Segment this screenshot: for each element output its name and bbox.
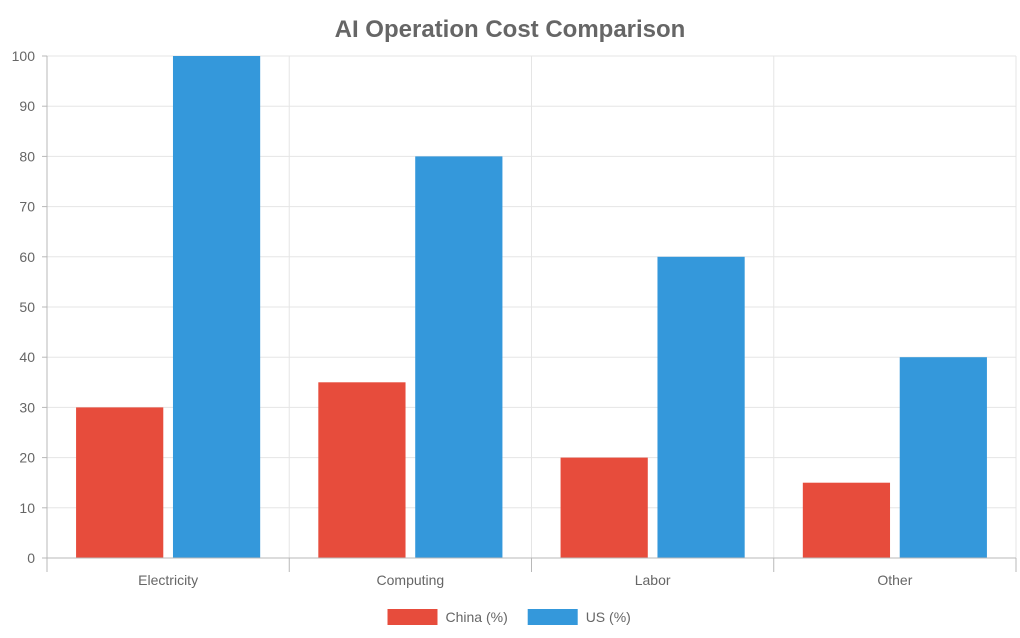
x-tick-label: Other — [877, 572, 912, 588]
y-tick-label: 80 — [19, 148, 35, 164]
bar-computing-series-1 — [415, 156, 503, 558]
x-tick-label: Labor — [635, 572, 671, 588]
y-tick-label: 10 — [19, 500, 35, 516]
y-tick-label: 40 — [19, 349, 35, 365]
legend-label: China (%) — [446, 609, 508, 625]
bars — [76, 56, 987, 558]
y-tick-label: 60 — [19, 249, 35, 265]
legend: China (%) US (%) — [387, 609, 631, 625]
bar-labor-series-0 — [560, 457, 648, 558]
y-tick-label: 20 — [19, 450, 35, 466]
y-tick-label: 70 — [19, 199, 35, 215]
y-tick-label: 0 — [27, 550, 35, 566]
x-tick-label: Electricity — [138, 572, 198, 588]
bar-other-series-0 — [802, 482, 891, 558]
y-tick-label: 50 — [19, 299, 35, 315]
y-tick-label: 90 — [19, 98, 35, 114]
y-tick-label: 30 — [19, 399, 35, 415]
legend-swatch-series-1 — [527, 609, 578, 625]
chart-title: AI Operation Cost Comparison — [335, 16, 686, 43]
x-tick-label: Computing — [377, 572, 445, 588]
bar-electricity-series-1 — [172, 56, 261, 558]
bar-computing-series-0 — [318, 382, 406, 558]
legend-label: US (%) — [586, 609, 631, 625]
bar-electricity-series-0 — [76, 407, 164, 558]
bar-labor-series-1 — [657, 256, 745, 558]
y-tick-label: 100 — [12, 48, 36, 64]
bar-other-series-1 — [899, 357, 987, 558]
axes: 0 10 20 30 40 50 60 70 80 90 100 Electricity Computi… — [12, 48, 1017, 588]
legend-swatch-series-0 — [387, 609, 438, 625]
